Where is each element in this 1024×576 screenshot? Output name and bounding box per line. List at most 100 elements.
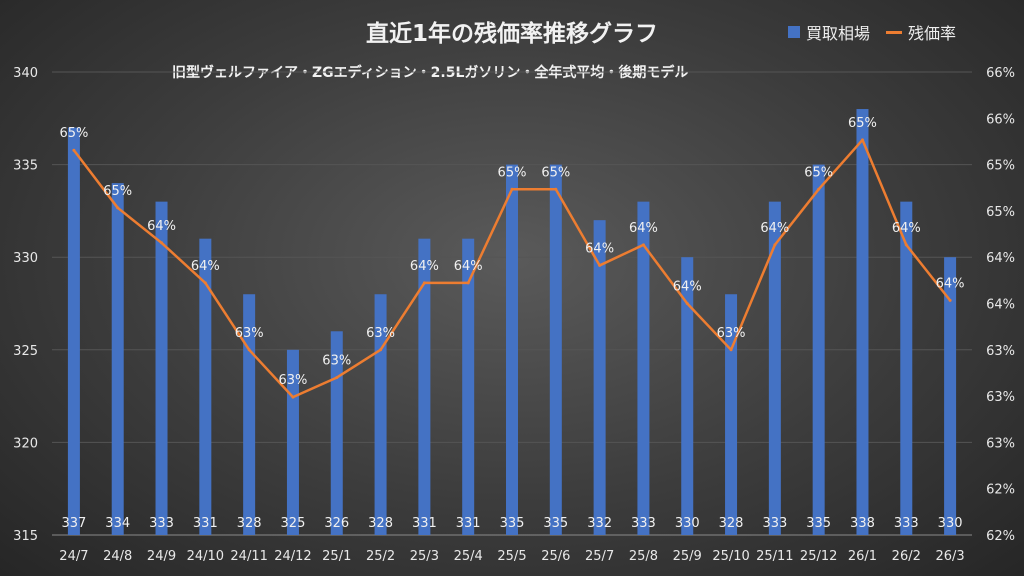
x-tick-label: 25/11 [756,549,793,564]
x-tick-label: 25/8 [629,549,658,564]
line-data-label: 64% [191,259,220,274]
line-data-label: 65% [498,165,527,180]
bar-data-label: 335 [543,516,568,531]
bar [155,201,168,535]
line-data-label: 63% [278,373,307,388]
bar [506,164,518,535]
x-tick-label: 25/7 [585,549,614,564]
line-data-label: 64% [410,259,439,274]
line-data-label: 63% [235,326,264,341]
line-point [641,243,645,247]
bar [856,109,869,535]
x-tick-label: 26/2 [892,549,921,564]
line-point [860,138,864,142]
legend-line-swatch [886,30,903,34]
x-tick-label: 25/6 [541,549,570,564]
right-tick-label: 63% [986,390,1015,405]
line-data-label: 64% [585,241,614,256]
line-point [773,243,777,247]
x-tick-label: 25/12 [800,549,837,564]
line-point [291,395,295,399]
right-tick-label: 66% [986,66,1015,81]
bar-data-label: 328 [719,516,744,531]
line-data-label: 64% [454,259,483,274]
line-point [685,302,689,305]
right-tick-label: 64% [986,251,1015,266]
left-tick-label: 320 [13,436,38,451]
x-tick-label: 24/12 [274,549,311,564]
x-tick-label: 25/3 [410,549,439,564]
line-data-label: 64% [892,221,921,236]
legend-bar-label: 買取相場 [806,24,871,43]
bar-data-label: 332 [587,516,612,531]
x-tick-label: 25/1 [322,549,351,564]
left-tick-label: 315 [13,529,38,544]
legend-bar-swatch [788,26,800,38]
line-point [817,187,821,191]
line-data-label: 63% [366,326,395,341]
bar-data-label: 331 [456,516,481,531]
line-point [904,243,908,247]
bar-data-label: 330 [938,516,963,531]
x-tick-label: 25/4 [454,549,483,564]
bar-data-label: 337 [61,516,86,531]
bar-data-label: 333 [894,516,919,531]
left-tick-label: 335 [13,159,38,174]
bar [330,331,343,535]
line-point [554,187,558,191]
bar [637,201,650,535]
bar-data-label: 331 [193,516,218,531]
left-tick-label: 330 [13,251,38,266]
line-data-label: 63% [322,354,351,369]
bar-data-label: 333 [149,516,174,531]
legend: 買取相場 残価率 [788,20,956,44]
bar-data-label: 338 [850,516,875,531]
line-data-label: 64% [629,221,658,236]
right-tick-label: 62% [986,529,1015,544]
bar [374,294,387,535]
line-point [116,206,120,210]
right-tick-label: 65% [986,159,1015,174]
bar [812,164,825,535]
x-tick-label: 24/8 [103,549,132,564]
bar-data-label: 335 [500,516,525,531]
line-data-label: 65% [541,165,570,180]
x-tick-label: 24/7 [59,549,88,564]
line-point [335,376,339,380]
bar [549,164,562,535]
x-tick-label: 26/3 [935,549,964,564]
line-point [948,298,952,302]
bar [768,201,781,535]
line-point [729,348,733,352]
line-data-label: 64% [673,280,702,295]
line-point [510,187,514,191]
line-data-label: 65% [848,116,877,131]
line-point [203,281,207,285]
line-data-label: 65% [804,165,833,180]
x-tick-label: 25/5 [497,549,526,564]
left-tick-label: 340 [13,66,38,81]
bar [900,201,913,535]
x-tick-label: 26/1 [848,549,877,564]
bar [593,220,606,535]
line-data-label: 65% [59,126,88,141]
x-tick-label: 25/10 [712,549,749,564]
bar-data-label: 328 [368,516,393,531]
line-point [466,281,470,285]
line-data-label: 63% [717,326,746,341]
line-data-label: 64% [147,219,176,234]
bar-data-label: 333 [631,516,656,531]
bar-data-label: 334 [105,516,130,531]
legend-line-label: 残価率 [908,24,957,43]
right-tick-label: 65% [986,205,1015,220]
right-tick-label: 63% [986,344,1015,359]
chart-subtitle: 旧型ヴェルファイア・ZGエディション・2.5Lガソリン・全年式平均・後期モデル [172,65,689,81]
bar [199,238,212,535]
bar [462,238,475,535]
line-point [160,241,164,245]
bar [111,183,124,535]
chart-title: 直近1年の残価率推移グラフ [365,21,658,47]
bar [681,257,694,535]
bar-data-label: 326 [324,516,349,531]
